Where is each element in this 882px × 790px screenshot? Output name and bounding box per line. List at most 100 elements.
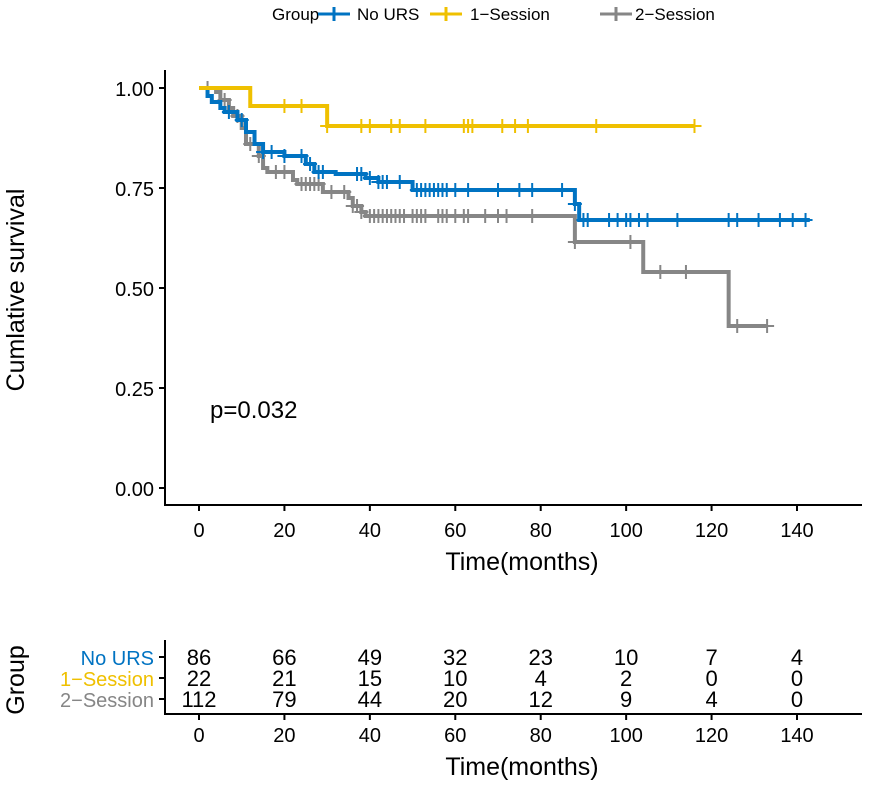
risk-count: 2 — [620, 666, 632, 691]
risk-x-tick-label: 0 — [193, 725, 204, 747]
risk-x-axis-label: Time(months) — [445, 753, 598, 781]
censor-mark — [687, 119, 702, 133]
censor-mark — [277, 165, 292, 179]
censor-mark — [785, 213, 800, 227]
censor-mark — [277, 149, 292, 163]
censor-mark — [303, 157, 318, 171]
censor-mark — [499, 209, 514, 223]
censor-mark — [221, 105, 236, 119]
risk-count: 10 — [614, 645, 638, 670]
legend-label: 1−Session — [470, 5, 550, 24]
legend-swatch — [600, 7, 632, 21]
risk-count: 4 — [535, 666, 547, 691]
risk-count: 22 — [187, 666, 211, 691]
censor-mark — [315, 165, 330, 179]
censor-mark — [392, 175, 407, 189]
legend-title: Group — [272, 5, 319, 24]
censor-mark — [589, 119, 604, 133]
censor-mark — [311, 177, 326, 191]
censor-mark — [623, 235, 638, 249]
x-tick-label: 100 — [609, 520, 642, 542]
censor-mark — [354, 167, 369, 181]
p-value-annotation: p=0.032 — [210, 397, 297, 424]
risk-table-title: Group — [2, 645, 30, 714]
censor-mark — [337, 185, 352, 199]
risk-row-label: 1−Session — [60, 669, 154, 691]
risk-count: 23 — [528, 645, 552, 670]
censor-mark — [751, 213, 766, 227]
survival-curve-1-session — [199, 86, 695, 128]
censor-mark — [418, 209, 433, 223]
y-tick-label: 0.75 — [115, 179, 154, 201]
x-tick-label: 80 — [530, 520, 552, 542]
x-axis-label: Time(months) — [445, 548, 598, 576]
risk-row-label: No URS — [81, 648, 154, 670]
risk-count: 32 — [443, 645, 467, 670]
risk-count: 4 — [705, 687, 717, 712]
risk-count: 20 — [443, 687, 467, 712]
risk-count: 4 — [791, 645, 803, 670]
censor-mark — [730, 319, 745, 333]
x-tick-label: 140 — [780, 520, 813, 542]
risk-x-tick-label: 140 — [780, 725, 813, 747]
censor-mark — [320, 119, 335, 133]
censor-mark — [508, 119, 523, 133]
risk-count: 66 — [272, 645, 296, 670]
censor-mark — [277, 99, 292, 113]
risk-x-tick-label: 120 — [695, 725, 728, 747]
censor-mark — [512, 183, 527, 197]
survival-plot: 0.00 0.25 0.50 0.75 1.00 0 20 40 60 80 100 120 140 — [115, 70, 862, 542]
x-tick-label: 20 — [273, 520, 295, 542]
censor-mark — [294, 149, 309, 163]
censor-mark — [760, 319, 775, 333]
risk-count: 112 — [181, 687, 216, 712]
censor-mark — [324, 185, 339, 199]
risk-count: 21 — [272, 666, 296, 691]
risk-x-tick-label: 40 — [359, 725, 381, 747]
censor-mark — [478, 209, 493, 223]
x-tick-label: 40 — [359, 520, 381, 542]
survival-curve-2-session — [199, 86, 768, 328]
risk-table: No URS 86 66 49 32 23 10 7 41−Session 22 21 15 10 4 2 0… — [60, 640, 862, 747]
risk-count: 86 — [187, 645, 211, 670]
legend-label: No URS — [357, 5, 419, 24]
censor-mark — [264, 145, 279, 159]
censor-mark — [525, 183, 540, 197]
censor-mark — [567, 197, 582, 211]
risk-count: 12 — [528, 687, 552, 712]
censor-mark — [798, 213, 813, 227]
x-tick-label: 60 — [444, 520, 466, 542]
censor-mark — [640, 213, 655, 227]
censor-mark — [520, 119, 535, 133]
censor-mark — [234, 113, 249, 127]
legend-swatch — [318, 7, 350, 21]
censor-mark — [362, 119, 377, 133]
censor-mark — [772, 213, 787, 227]
legend-label: 2−Session — [635, 5, 715, 24]
censor-mark — [418, 119, 433, 133]
risk-x-tick-label: 100 — [609, 725, 642, 747]
censor-mark — [730, 213, 745, 227]
censor-mark — [653, 265, 668, 279]
censor-mark — [379, 175, 394, 189]
censor-mark — [567, 235, 582, 249]
censor-mark — [525, 209, 540, 223]
censor-mark — [392, 119, 407, 133]
censor-mark — [580, 213, 595, 227]
y-tick-label: 0.50 — [115, 279, 154, 301]
risk-x-tick-label: 20 — [273, 725, 295, 747]
y-tick-label: 0.25 — [115, 379, 154, 401]
legend-swatch — [430, 7, 462, 21]
censor-mark — [294, 99, 309, 113]
risk-count: 79 — [272, 687, 296, 712]
risk-count: 0 — [705, 666, 717, 691]
risk-count: 7 — [705, 645, 717, 670]
censor-mark — [495, 119, 510, 133]
risk-x-tick-label: 80 — [530, 725, 552, 747]
censor-mark — [461, 209, 476, 223]
risk-count: 49 — [358, 645, 382, 670]
censor-mark — [491, 183, 505, 197]
risk-count: 44 — [358, 687, 382, 712]
y-axis-label: Cumlative survival — [2, 189, 30, 392]
